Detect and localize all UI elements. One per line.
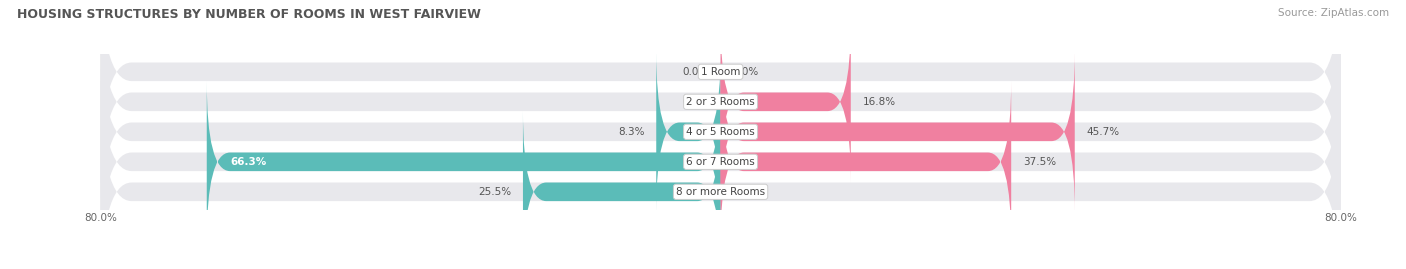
FancyBboxPatch shape [101,21,1340,243]
FancyBboxPatch shape [101,0,1340,183]
Text: 8.3%: 8.3% [619,127,644,137]
Text: 0.0%: 0.0% [683,67,709,77]
FancyBboxPatch shape [657,51,721,213]
FancyBboxPatch shape [721,81,1011,243]
Text: 66.3%: 66.3% [231,157,266,167]
FancyBboxPatch shape [207,81,721,243]
Text: 2 or 3 Rooms: 2 or 3 Rooms [686,97,755,107]
FancyBboxPatch shape [721,51,1074,213]
Text: 4 or 5 Rooms: 4 or 5 Rooms [686,127,755,137]
Text: 1 Room: 1 Room [700,67,741,77]
Legend: Owner-occupied, Renter-occupied: Owner-occupied, Renter-occupied [600,266,841,269]
Text: 45.7%: 45.7% [1087,127,1119,137]
Text: HOUSING STRUCTURES BY NUMBER OF ROOMS IN WEST FAIRVIEW: HOUSING STRUCTURES BY NUMBER OF ROOMS IN… [17,8,481,21]
Text: 16.8%: 16.8% [862,97,896,107]
Text: 0.0%: 0.0% [683,97,709,107]
Text: 8 or more Rooms: 8 or more Rooms [676,187,765,197]
Text: 6 or 7 Rooms: 6 or 7 Rooms [686,157,755,167]
Text: 37.5%: 37.5% [1022,157,1056,167]
FancyBboxPatch shape [523,111,721,269]
FancyBboxPatch shape [101,81,1340,269]
FancyBboxPatch shape [721,21,851,182]
Text: Source: ZipAtlas.com: Source: ZipAtlas.com [1278,8,1389,18]
FancyBboxPatch shape [101,51,1340,269]
Text: 0.0%: 0.0% [733,67,758,77]
Text: 25.5%: 25.5% [478,187,512,197]
FancyBboxPatch shape [101,0,1340,213]
Text: 0.0%: 0.0% [733,187,758,197]
